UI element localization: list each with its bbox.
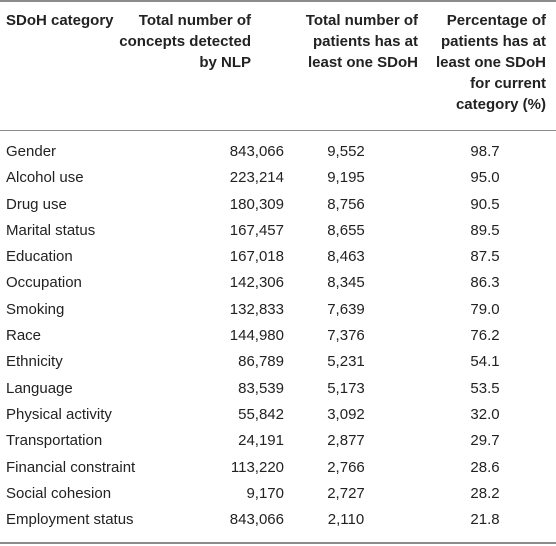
cell-percentage: 90.5 bbox=[470, 195, 500, 213]
cell-patients: 8,345 bbox=[327, 274, 365, 292]
cell-concepts: 843,066 bbox=[229, 143, 284, 160]
table-row: Education 167,018 8,463 87.5 bbox=[0, 244, 556, 270]
table-top-rule bbox=[0, 0, 556, 2]
cell-category: Language bbox=[6, 379, 73, 397]
cell-patients: 2,766 bbox=[327, 458, 365, 476]
cell-category: Occupation bbox=[6, 274, 82, 292]
cell-category: Marital status bbox=[6, 221, 96, 239]
table-row: Gender 843,066 9,552 98.7 bbox=[0, 139, 556, 165]
header-sdoh-category: SDoH category bbox=[6, 12, 114, 29]
cell-percentage: 86.3 bbox=[470, 274, 500, 292]
cell-patients: 2,877 bbox=[327, 432, 365, 450]
cell-category: Race bbox=[6, 327, 42, 345]
cell-patients: 3,092 bbox=[327, 405, 365, 423]
cell-concepts: 86,789 bbox=[238, 353, 284, 371]
cell-concepts: 113,220 bbox=[230, 458, 284, 476]
table-bottom-rule bbox=[0, 542, 556, 544]
cell-percentage: 53.5 bbox=[470, 379, 500, 397]
header-divider-rule bbox=[0, 130, 556, 131]
table-row: Social cohesion 9,170 2,727 28.2 bbox=[0, 481, 556, 507]
cell-concepts: 180,309 bbox=[229, 195, 284, 213]
cell-patients: 5,231 bbox=[327, 353, 365, 371]
table-row: Occupation 142,306 8,345 86.3 bbox=[0, 270, 556, 296]
table-row: Drug use 180,309 8,756 90.5 bbox=[0, 192, 556, 218]
cell-percentage: 28.2 bbox=[470, 484, 500, 502]
cell-category: Employment status bbox=[6, 511, 134, 529]
cell-patients: 5,173 bbox=[327, 379, 365, 397]
cell-percentage: 79.0 bbox=[470, 300, 500, 318]
cell-patients: 9,195 bbox=[327, 169, 365, 187]
table-row: Ethnicity 86,789 5,231 54.1 bbox=[0, 349, 556, 375]
cell-patients: 7,376 bbox=[327, 327, 365, 345]
cell-percentage: 87.5 bbox=[470, 248, 500, 266]
cell-category: Education bbox=[6, 248, 73, 266]
cell-concepts: 167,457 bbox=[229, 221, 284, 239]
cell-category: Smoking bbox=[6, 300, 65, 318]
cell-patients: 9,552 bbox=[327, 143, 365, 160]
cell-concepts: 24,191 bbox=[238, 432, 284, 450]
cell-percentage: 21.8 bbox=[470, 511, 500, 529]
table-row: Language 83,539 5,173 53.5 bbox=[0, 376, 556, 402]
header-patients-count: Total number of patients has at least on… bbox=[305, 12, 418, 71]
cell-category: Physical activity bbox=[6, 405, 112, 423]
table-row: Race 144,980 7,376 76.2 bbox=[0, 323, 556, 349]
cell-percentage: 95.0 bbox=[470, 169, 500, 187]
cell-percentage: 76.2 bbox=[470, 327, 500, 345]
cell-percentage: 29.7 bbox=[470, 432, 500, 450]
header-patients-percentage: Percentage of patients has at least one … bbox=[435, 12, 546, 113]
table-body: Gender 843,066 9,552 98.7 Alcohol use 223,214… bbox=[0, 139, 556, 533]
cell-percentage: 89.5 bbox=[470, 221, 500, 239]
cell-concepts: 144,980 bbox=[229, 327, 284, 345]
cell-concepts: 83,539 bbox=[238, 379, 284, 397]
cell-category: Ethnicity bbox=[6, 353, 63, 371]
table-header: SDoH category Total number of concepts d… bbox=[0, 0, 556, 130]
cell-category: Gender bbox=[6, 143, 57, 160]
cell-percentage: 32.0 bbox=[470, 405, 500, 423]
cell-concepts: 9,170 bbox=[246, 484, 284, 502]
table-row: Employment status 843,066 2,110 21.8 bbox=[0, 507, 556, 533]
cell-patients: 8,655 bbox=[327, 221, 365, 239]
cell-patients: 2,110 bbox=[327, 511, 365, 529]
cell-category: Financial constraint bbox=[6, 458, 136, 476]
table-row: Alcohol use 223,214 9,195 95.0 bbox=[0, 165, 556, 191]
cell-concepts: 132,833 bbox=[229, 300, 284, 318]
header-concepts-detected: Total number of concepts detected by NLP bbox=[119, 12, 251, 71]
cell-percentage: 54.1 bbox=[470, 353, 500, 371]
cell-percentage: 98.7 bbox=[470, 143, 500, 160]
cell-concepts: 223,214 bbox=[229, 169, 284, 187]
cell-patients: 2,727 bbox=[327, 484, 365, 502]
cell-category: Drug use bbox=[6, 195, 67, 213]
cell-patients: 7,639 bbox=[327, 300, 365, 318]
cell-category: Transportation bbox=[6, 432, 103, 450]
table-row: Smoking 132,833 7,639 79.0 bbox=[0, 297, 556, 323]
cell-concepts: 142,306 bbox=[229, 274, 284, 292]
cell-percentage: 28.6 bbox=[470, 458, 500, 476]
cell-concepts: 55,842 bbox=[238, 405, 284, 423]
cell-concepts: 167,018 bbox=[229, 248, 284, 266]
cell-patients: 8,756 bbox=[327, 195, 365, 213]
cell-concepts: 843,066 bbox=[229, 511, 284, 529]
cell-category: Social cohesion bbox=[6, 484, 112, 502]
table-row: Financial constraint 113,220 2,766 28.6 bbox=[0, 455, 556, 481]
cell-category: Alcohol use bbox=[6, 169, 84, 187]
table-row: Transportation 24,191 2,877 29.7 bbox=[0, 428, 556, 454]
cell-patients: 8,463 bbox=[327, 248, 365, 266]
table-row: Physical activity 55,842 3,092 32.0 bbox=[0, 402, 556, 428]
table-row: Marital status 167,457 8,655 89.5 bbox=[0, 218, 556, 244]
